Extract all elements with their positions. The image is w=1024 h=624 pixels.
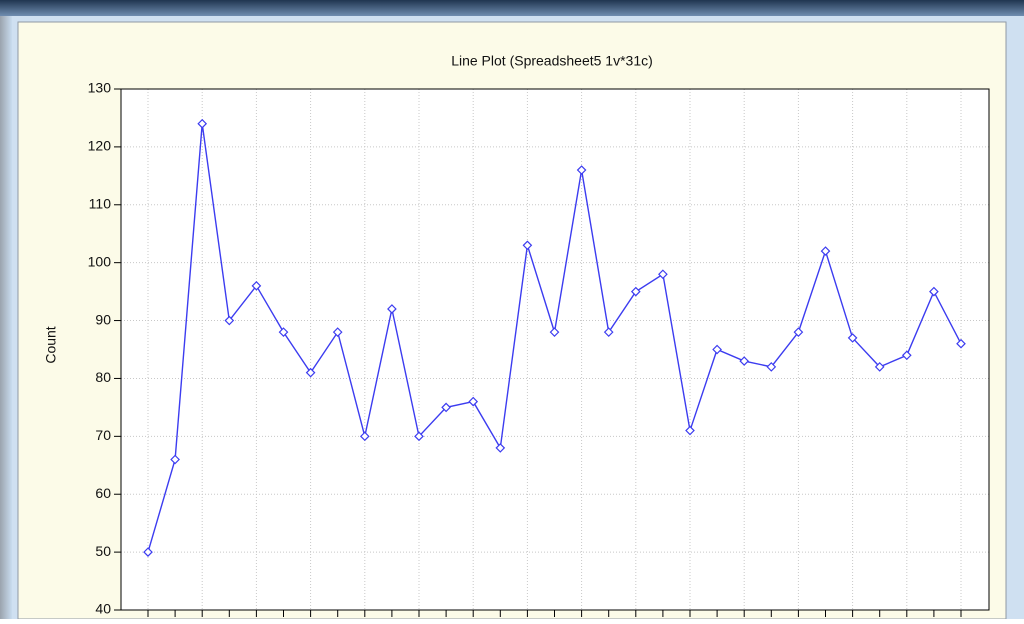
data-point [441, 402, 451, 413]
y-tick-label: 130 [88, 80, 112, 96]
y-tick-label: 60 [95, 485, 111, 501]
plot-area [121, 89, 989, 610]
data-point [685, 425, 695, 436]
y-tick-label: 90 [95, 311, 111, 327]
chart-title: Line Plot (Spreadsheet5 1v*31c) [451, 53, 653, 69]
data-point [874, 362, 885, 372]
data-point [251, 280, 262, 291]
data-point [576, 165, 587, 175]
data-point [658, 269, 668, 280]
data-point [170, 454, 180, 465]
data-point [224, 315, 235, 326]
data-point [522, 240, 533, 251]
data-point [387, 304, 397, 314]
title-bar [0, 0, 1024, 16]
data-point [305, 367, 316, 378]
left-border [0, 16, 12, 619]
plot-frame [120, 88, 990, 611]
data-point [929, 286, 939, 297]
data-point [468, 396, 479, 407]
data-point [414, 431, 424, 442]
data-point [820, 246, 831, 256]
data-point [332, 327, 343, 337]
data-point [359, 431, 370, 442]
y-tick-label: 100 [88, 253, 112, 269]
data-point [766, 362, 777, 372]
y-tick-label: 80 [95, 369, 111, 385]
y-tick-label: 70 [95, 427, 111, 443]
data-point [549, 327, 560, 337]
y-tick-label: 50 [95, 543, 111, 559]
data-point [793, 327, 804, 337]
y-tick-label: 40 [95, 601, 111, 617]
y-tick-label: 110 [89, 195, 112, 211]
data-point [712, 344, 722, 355]
data-point [197, 118, 208, 129]
data-point [603, 327, 614, 337]
data-point [495, 443, 506, 453]
data-point [956, 338, 966, 349]
data-point [901, 350, 912, 361]
data-point [739, 356, 750, 366]
data-point [143, 547, 153, 557]
data-point [630, 286, 641, 297]
y-tick-label: 120 [88, 138, 112, 154]
y-axis-label: Count [43, 326, 59, 363]
data-point [847, 333, 858, 343]
data-point [278, 327, 289, 337]
